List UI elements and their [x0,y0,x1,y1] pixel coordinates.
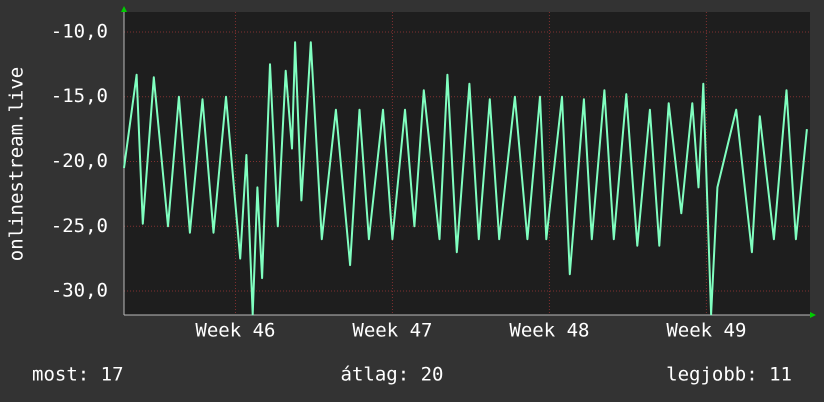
axis-arrow [121,6,127,12]
x-tick-label: Week 48 [509,320,589,342]
axis-arrow [810,312,816,318]
plot-area [124,12,810,315]
y-axis-label: onlinestream.live [6,67,28,261]
stat-label: most: 17 [32,364,124,386]
x-tick-label: Week 47 [352,320,432,342]
y-tick-label: -30,0 [51,280,108,302]
y-tick-label: -10,0 [51,20,108,42]
stat-label: legjobb: 11 [666,364,792,386]
x-tick-label: Week 46 [195,320,275,342]
stat-label: átlag: 20 [341,364,444,386]
y-tick-label: -20,0 [51,150,108,172]
y-tick-label: -15,0 [51,85,108,107]
data-line [123,41,808,316]
y-tick-label: -25,0 [51,215,108,237]
x-tick-label: Week 49 [666,320,746,342]
